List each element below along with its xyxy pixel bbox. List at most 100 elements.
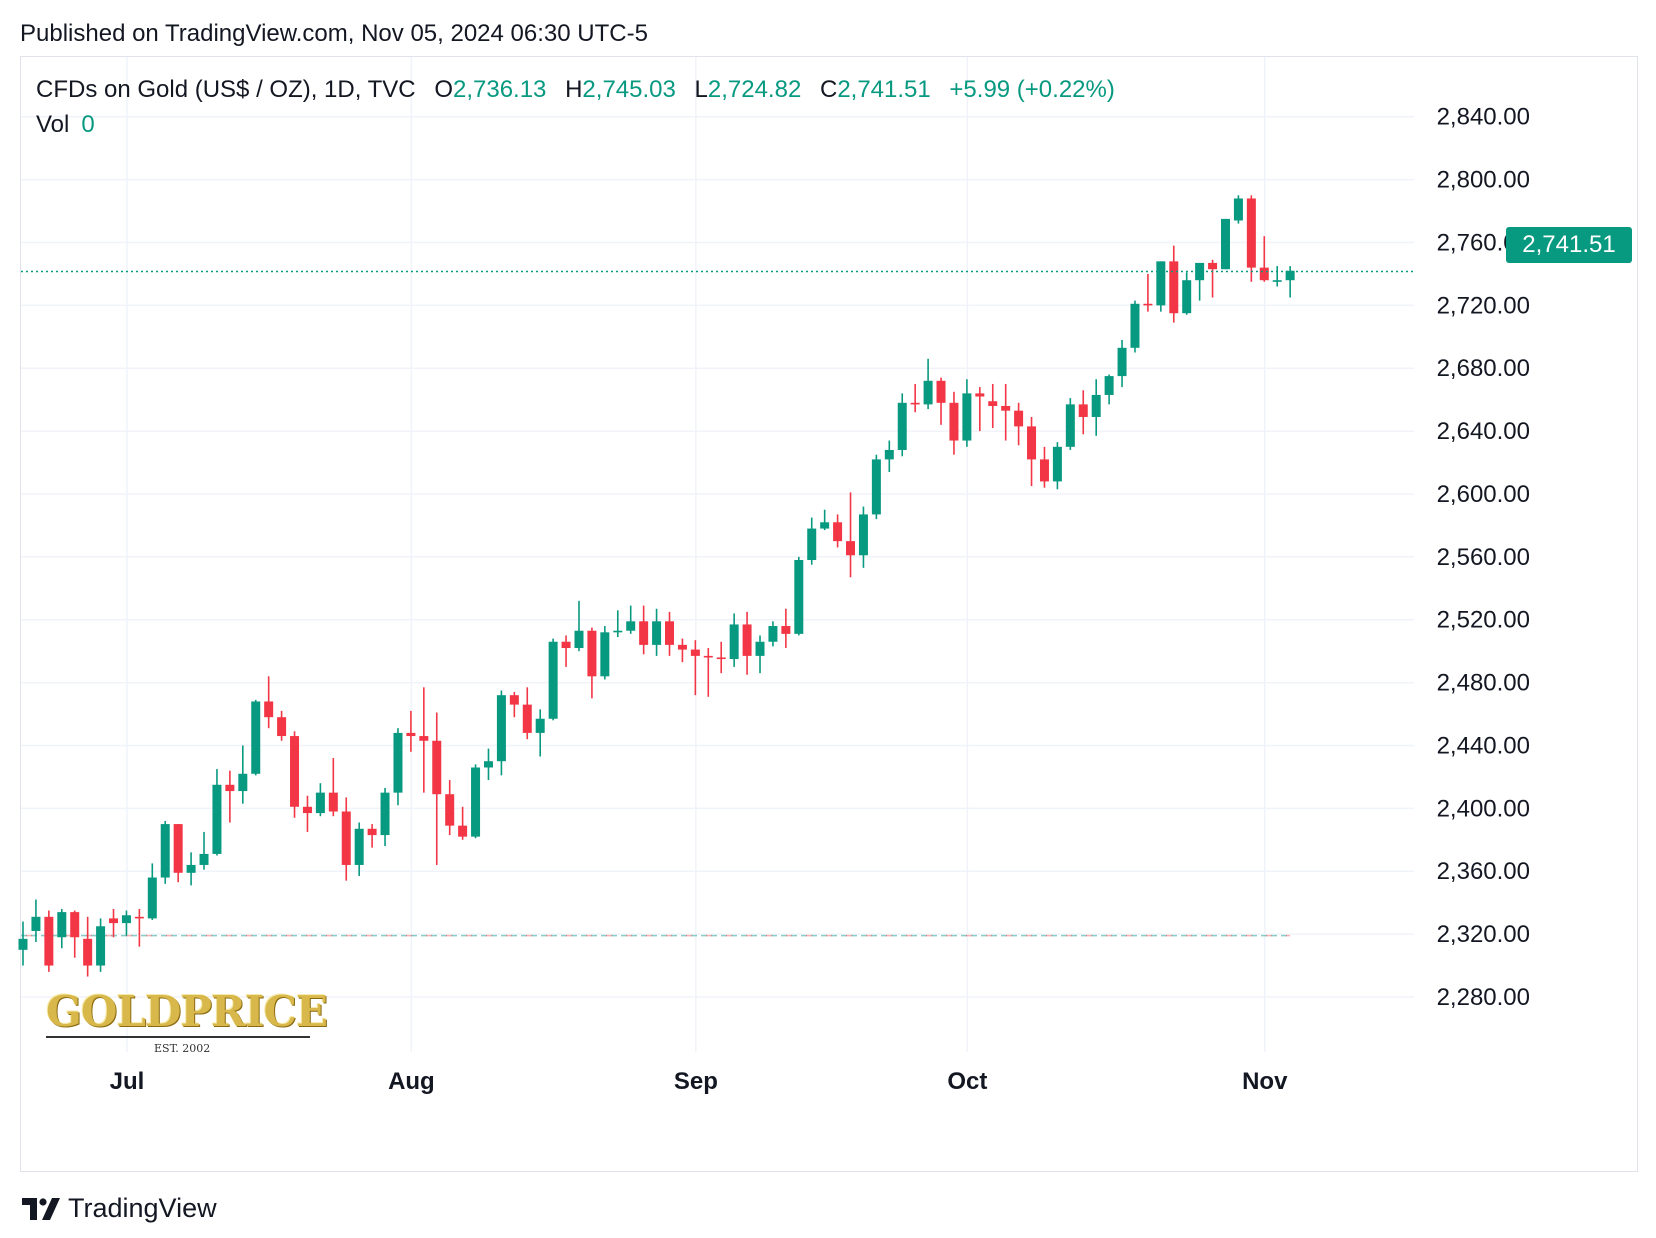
candle-body — [1078, 404, 1088, 417]
candle — [910, 383, 920, 413]
candle-body — [1001, 405, 1011, 411]
volume-value: 0 — [81, 111, 95, 138]
candle — [1220, 218, 1230, 270]
candle — [173, 824, 183, 883]
candle-body — [458, 825, 468, 837]
candle-body — [923, 380, 933, 405]
goldprice-watermark: GOLDPRICE EST. 2002 — [46, 990, 328, 1055]
candle — [626, 605, 636, 634]
high-label: H — [565, 76, 583, 103]
candle-body — [354, 828, 364, 865]
last-price-tag: 2,741.51 — [1506, 227, 1632, 263]
candle — [652, 608, 662, 656]
candle — [160, 820, 170, 884]
open-value: 2,736.13 — [452, 76, 547, 103]
volume-legend: Vol 0 — [36, 111, 95, 139]
candle-body — [1285, 270, 1295, 281]
candle-body — [1065, 404, 1075, 447]
candle-body — [936, 380, 946, 403]
y-tick-label: 2,600.00 — [1437, 481, 1530, 508]
candle — [923, 358, 933, 410]
candle-body — [419, 736, 429, 741]
x-tick-label: Oct — [947, 1068, 987, 1095]
candle — [57, 908, 67, 949]
candle-body — [742, 624, 752, 656]
candle-body — [57, 912, 67, 938]
candle — [328, 758, 338, 817]
y-tick-label: 2,560.00 — [1437, 544, 1530, 571]
candle — [703, 648, 713, 697]
candle — [147, 863, 157, 920]
candle — [121, 910, 131, 936]
candle — [483, 748, 493, 781]
candle-body — [264, 701, 274, 718]
volume-label: Vol — [36, 111, 70, 138]
candle — [677, 638, 687, 663]
candle-body — [302, 806, 312, 814]
candle-body — [1182, 280, 1192, 314]
candle — [44, 910, 54, 972]
brand-name: TradingView — [68, 1193, 217, 1223]
candle — [1182, 272, 1192, 315]
candle — [18, 921, 28, 966]
candle-body — [1233, 198, 1243, 221]
y-tick-label: 2,360.00 — [1437, 858, 1530, 885]
candle-body — [1027, 426, 1037, 460]
candle — [639, 605, 649, 655]
candle-body — [975, 393, 985, 397]
tradingview-logo-icon — [22, 1197, 60, 1220]
candle-body — [884, 449, 894, 460]
published-caption: Published on TradingView.com, Nov 05, 20… — [20, 20, 648, 47]
candle — [419, 687, 429, 793]
candle-body — [315, 792, 325, 814]
candle — [380, 787, 390, 847]
time-axis[interactable]: Jul Aug Sep Oct Nov — [110, 1068, 1289, 1095]
candle-body — [652, 621, 662, 645]
x-tick-label: Jul — [110, 1068, 145, 1095]
candle-body — [212, 784, 222, 854]
price-axis[interactable]: 2,840.002,800.002,760.002,720.002,680.00… — [1437, 104, 1530, 1011]
candle-body — [328, 792, 338, 812]
y-tick-label: 2,440.00 — [1437, 732, 1530, 759]
watermark-est: EST. 2002 — [150, 1042, 215, 1055]
candle-body — [496, 695, 506, 762]
chart-frame — [20, 56, 1638, 1172]
x-tick-label: Sep — [674, 1068, 718, 1095]
candle-body — [626, 621, 636, 631]
candle-body — [1117, 347, 1127, 377]
candle — [83, 916, 93, 977]
candle-body — [1195, 262, 1205, 281]
candle — [716, 641, 726, 674]
candle-body — [703, 655, 713, 658]
candle — [820, 509, 830, 531]
candle — [302, 795, 312, 832]
candle — [238, 745, 248, 804]
tradingview-brand[interactable]: TradingView — [22, 1193, 217, 1224]
candle — [1117, 339, 1127, 388]
candle-body — [445, 794, 455, 826]
candle-body — [70, 912, 80, 938]
candle-body — [1169, 261, 1179, 314]
chart-grid — [21, 57, 1414, 1052]
y-tick-label: 2,680.00 — [1437, 355, 1530, 382]
candle — [1001, 383, 1011, 441]
candle-body — [31, 916, 41, 931]
candle-body — [1156, 261, 1166, 306]
candle — [522, 687, 532, 740]
candle — [975, 387, 985, 432]
candle-body — [897, 402, 907, 450]
candle — [846, 492, 856, 578]
candle-body — [781, 626, 791, 634]
candle-body — [600, 632, 610, 677]
candle-body — [820, 522, 830, 529]
candle — [134, 908, 144, 947]
candle — [406, 710, 416, 752]
candle-body — [1014, 410, 1024, 427]
candle-body — [910, 402, 920, 405]
candle-body — [225, 784, 235, 792]
y-tick-label: 2,280.00 — [1437, 984, 1530, 1011]
candle — [871, 454, 881, 520]
candle-body — [380, 792, 390, 836]
candle — [1027, 416, 1037, 487]
